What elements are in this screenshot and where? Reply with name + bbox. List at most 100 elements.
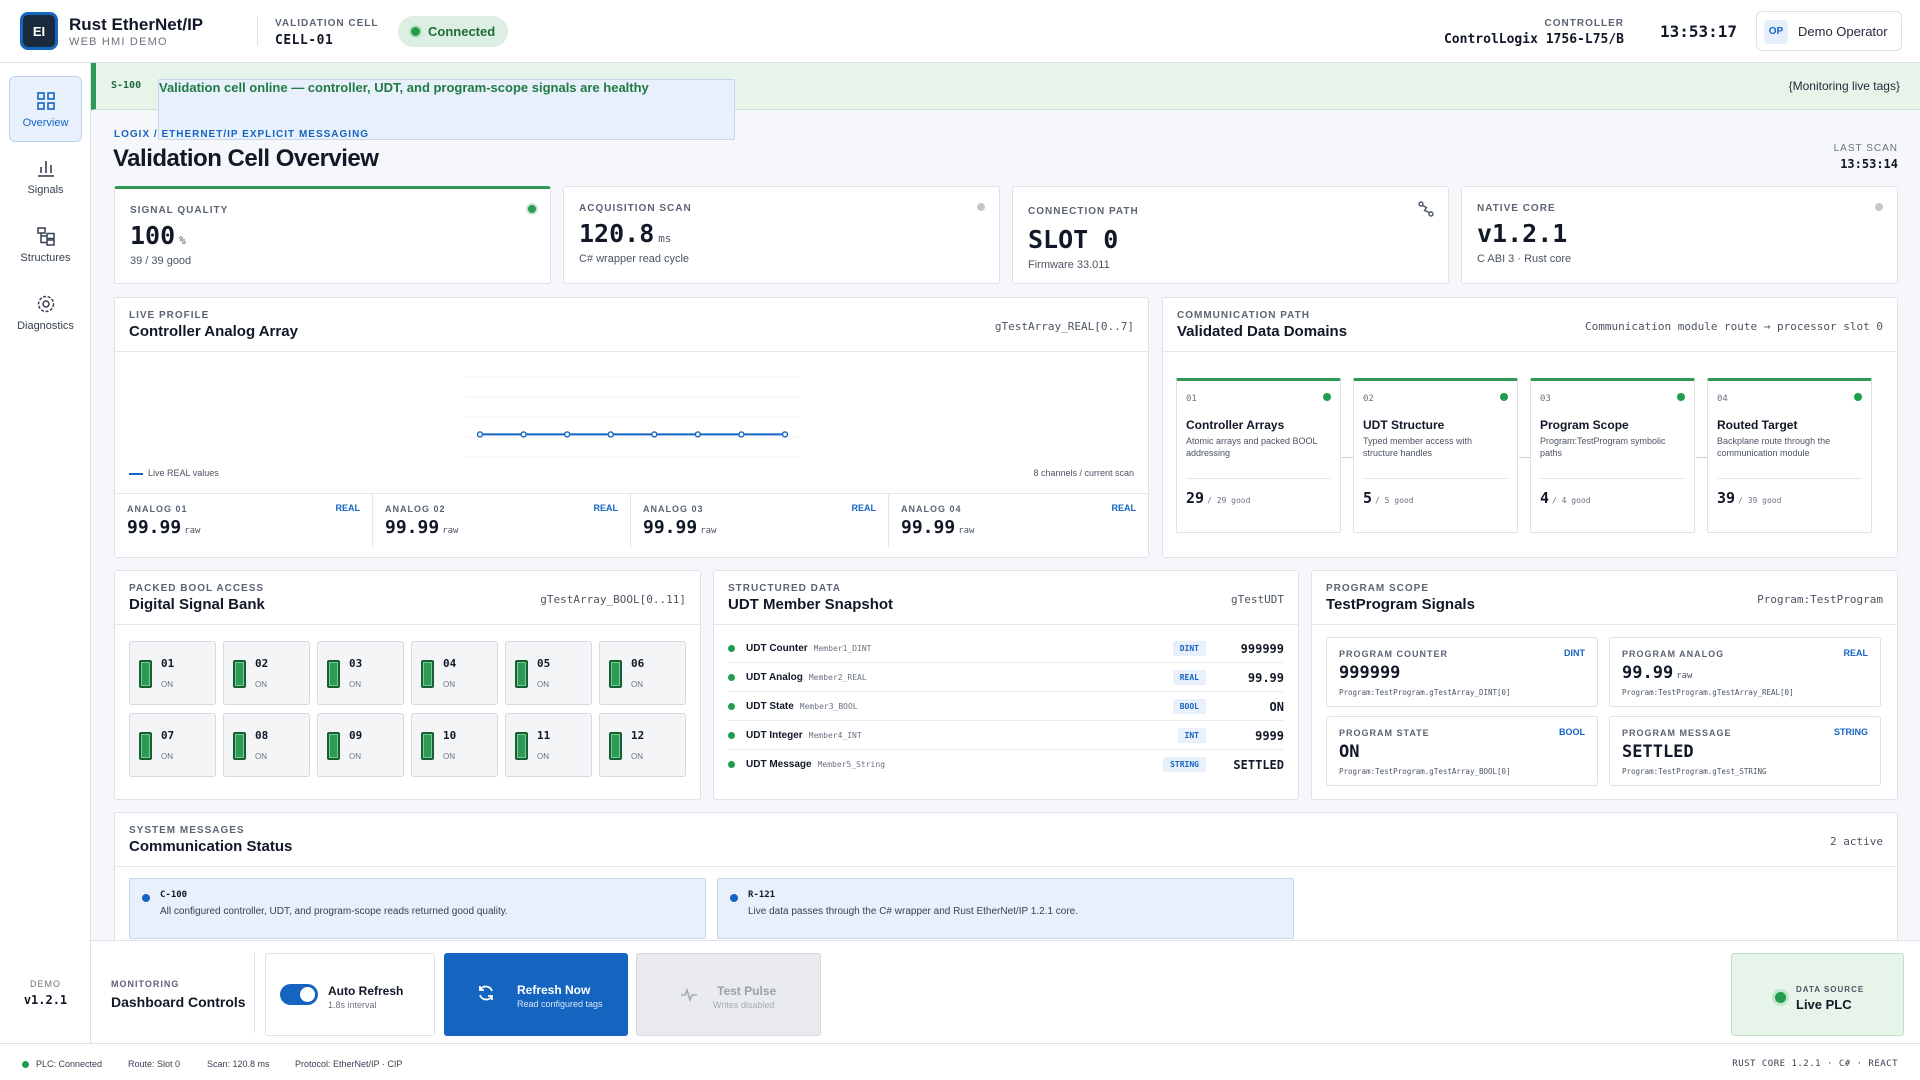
domain-number: 04 [1717,394,1728,404]
kpi-number: 100 [130,221,176,250]
test-pulse-button[interactable]: Test Pulse Writes disabled [636,953,821,1036]
bool-tile: 04 ON [411,641,498,705]
kpi-sub: Firmware 33.011 [1028,259,1110,271]
data-point [476,431,484,438]
data-point [738,431,745,438]
bool-tile: 11 ON [505,713,592,777]
info-dot-icon [142,894,150,902]
sidebar-item-diagnostics[interactable]: Diagnostics [9,280,82,346]
led-icon [609,660,622,688]
panel-tag: gTestArray_REAL[0..7] [994,320,1134,333]
sidebar-version: DEMO v1.2.1 [0,979,91,1007]
led-icon [609,732,622,760]
analog-value: 99.99 raw [901,517,974,538]
refresh-label: Refresh Now [517,983,591,997]
domain-title: Program Scope [1540,418,1629,432]
analog-label: ANALOG 02 [385,504,446,514]
bool-state: ON [631,752,643,761]
status-right: RUST CORE 1.2.1 · C# · REACT [1732,1059,1898,1069]
controls-caption: MONITORING [111,979,180,989]
live-profile-panel: LIVE PROFILE Controller Analog Array gTe… [114,297,1149,558]
bool-state: ON [161,752,173,761]
count-of: / 4 good [1552,496,1591,505]
udt-name: UDT Analog [746,672,803,683]
domain-connector [1696,457,1708,458]
toggle-switch[interactable] [280,984,318,1005]
kpi-number: SLOT 0 [1028,225,1119,254]
status-dot-icon [1677,393,1685,401]
app-header: EI Rust EtherNet/IP WEB HMI DEMO VALIDAT… [0,0,1920,63]
kpi-sub: C ABI 3 · Rust core [1477,253,1572,265]
program-number: SETTLED [1622,742,1694,762]
bool-tile: 06 ON [599,641,686,705]
panel-tag: Communication module route → processor s… [1584,320,1883,333]
udt-type: BOOL [1172,699,1206,714]
domain-title: Routed Target [1717,418,1798,432]
auto-refresh-toggle[interactable]: Auto Refresh 1.8s interval [265,953,435,1036]
domain-card-routed-target: 04 Routed Target Backplane route through… [1707,378,1872,533]
pulse-sub: Writes disabled [713,1000,775,1010]
sidebar-item-label: Overview [22,117,69,129]
domain-title: Controller Arrays [1186,418,1285,432]
domain-count: 39/ 39 good [1717,489,1781,507]
status-dot-icon [728,761,735,768]
panel-divider [115,866,1897,867]
bool-index: 01 [161,657,175,670]
program-signal-card: PROGRAM COUNTER DINT 999999 Program:Test… [1326,637,1598,707]
udt-value: ON [1269,700,1284,714]
status-scan: Scan: 120.8 ms [207,1059,270,1069]
bool-state: ON [443,752,455,761]
domain-count: 5/ 5 good [1363,489,1414,507]
program-path: Program:TestProgram.gTestArray_DINT[0] [1339,688,1511,697]
program-number: 99.99 [1622,663,1674,683]
bool-index: 11 [537,729,551,742]
count-of: / 5 good [1375,496,1414,505]
message-code: R-121 [748,890,776,900]
led-icon [515,732,528,760]
status-route: Route: Slot 0 [128,1059,181,1069]
message-code: C-100 [160,890,188,900]
data-point [781,431,789,438]
refresh-now-button[interactable]: Refresh Now Read configured tags [444,953,628,1036]
analog-unit: raw [184,526,201,536]
led-icon [233,732,246,760]
kpi-caption: CONNECTION PATH [1028,206,1139,217]
bool-index: 02 [255,657,269,670]
analog-readout: ANALOG 04 REAL 99.99 raw [889,494,1148,548]
udt-member: Member3_BOOL [799,702,858,711]
data-point [520,431,527,438]
domains-panel: COMMUNICATION PATH Validated Data Domain… [1162,297,1898,558]
page-title: Validation Cell Overview [113,145,379,172]
avatar: OP [1764,20,1788,44]
last-scan-value: 13:53:14 [1840,157,1898,171]
sidebar-item-structures[interactable]: Structures [9,212,82,278]
last-scan-caption: LAST SCAN [1833,143,1898,154]
panel-divider [115,624,700,625]
table-row: UDT Integer Member4_INT INT 9999 [728,721,1284,750]
bool-tile: 07 ON [129,713,216,777]
bool-index: 09 [349,729,363,742]
analog-number: 99.99 [643,517,698,538]
digital-bank-panel: PACKED BOOL ACCESS Digital Signal Bank g… [114,570,701,800]
udt-type: DINT [1172,641,1206,656]
sidebar-item-overview[interactable]: Overview [9,76,82,142]
udt-member: Member2_REAL [808,673,867,682]
program-value: 999999 [1339,663,1400,683]
analog-label: ANALOG 03 [643,504,704,514]
user-menu[interactable]: OP Demo Operator [1756,11,1902,51]
sidebar-item-signals[interactable]: Signals [9,144,82,210]
program-path: Program:TestProgram.gTestArray_REAL[0] [1622,688,1794,697]
analog-value: 99.99 raw [643,517,716,538]
divider [1540,478,1685,479]
data-point [694,431,702,438]
info-dot-icon [730,894,738,902]
led-icon [515,660,528,688]
divider [1363,478,1508,479]
analog-readout: ANALOG 03 REAL 99.99 raw [631,494,889,548]
last-scan: LAST SCAN 13:53:14 [1834,143,1898,171]
header-divider [257,16,258,46]
analog-value: 99.99 raw [385,517,458,538]
cell-value: CELL-01 [275,33,334,48]
status-dot-icon [728,645,735,652]
legend-swatch [129,472,143,475]
